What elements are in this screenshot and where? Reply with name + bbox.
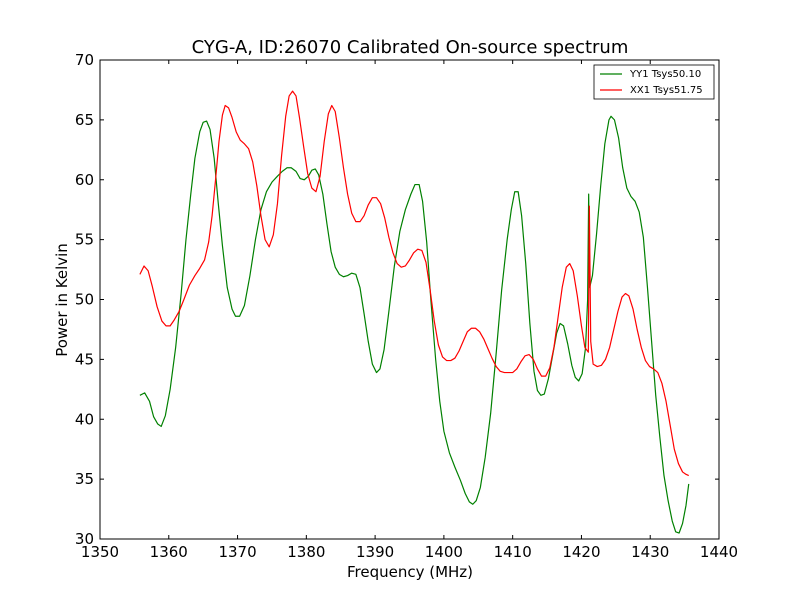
y-tick-label: 50: [75, 291, 94, 309]
x-tick-label: 1360: [150, 543, 188, 561]
legend: YY1 Tsys50.10 XX1 Tsys51.75: [593, 64, 715, 100]
y-tick-label: 30: [75, 530, 94, 548]
x-axis-title: Frequency (MHz): [347, 563, 473, 581]
y-tick-label: 55: [75, 231, 94, 249]
y-tick-label: 65: [75, 111, 94, 129]
chart-title: CYG-A, ID:26070 Calibrated On-source spe…: [192, 37, 629, 58]
x-tick-label: 1350: [81, 543, 119, 561]
x-tick-label: 1430: [631, 543, 669, 561]
legend-label-yy1: YY1 Tsys50.10: [629, 69, 701, 80]
series-line-xx1: [139, 90, 689, 477]
x-tick-label: 1370: [218, 543, 256, 561]
y-tick-label: 35: [75, 470, 94, 488]
x-tick-label: 1420: [562, 543, 600, 561]
x-tick-label: 1440: [700, 543, 738, 561]
legend-label-xx1: XX1 Tsys51.75: [630, 85, 703, 96]
y-tick-label: 60: [75, 171, 94, 189]
y-tick-label: 70: [75, 51, 94, 69]
y-axis-title: Power in Kelvin: [53, 243, 71, 357]
y-tick-label: 45: [75, 350, 94, 368]
legend-frame: [593, 64, 715, 100]
x-tick-label: 1410: [494, 543, 532, 561]
series-layer: [139, 90, 690, 534]
ticks-layer: 1350 1360 1370 1380 1390 1400 1410 1420 1430 1440…: [75, 51, 738, 561]
x-tick-label: 1390: [356, 543, 394, 561]
y-tick-label: 40: [75, 410, 94, 428]
x-tick-label: 1400: [425, 543, 463, 561]
x-tick-label: 1380: [287, 543, 325, 561]
